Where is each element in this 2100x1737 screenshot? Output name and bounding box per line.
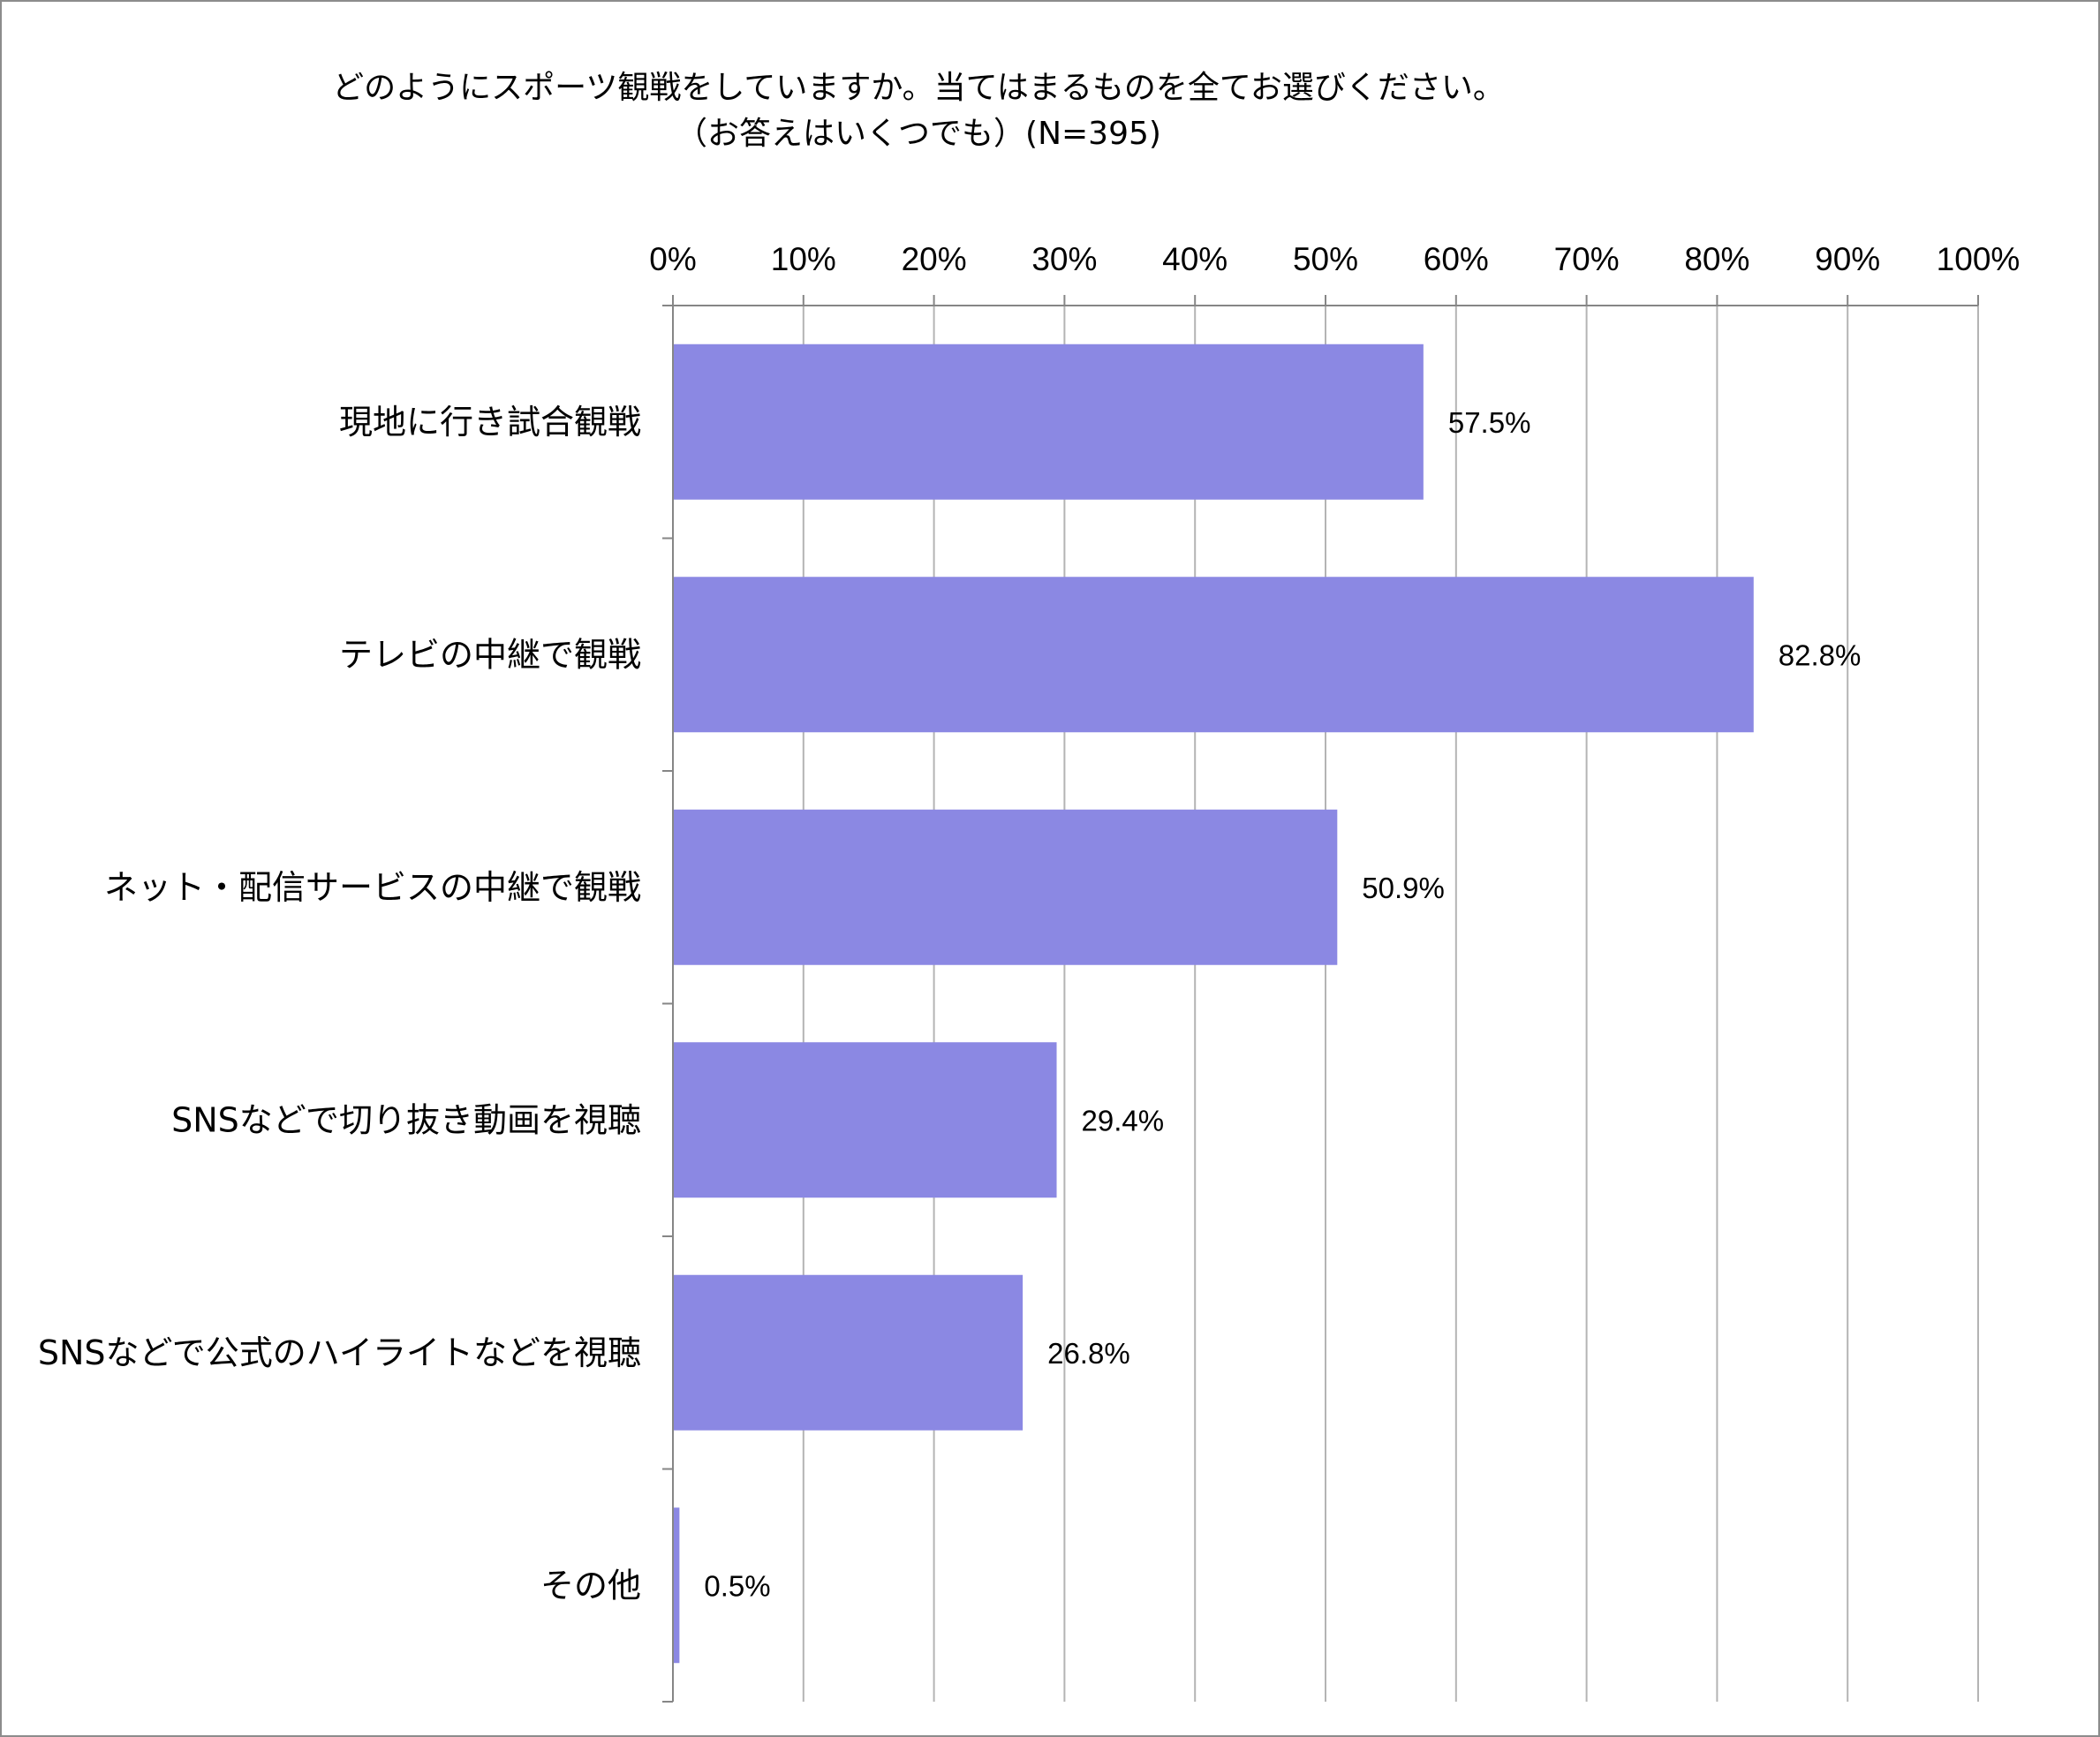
axes	[662, 305, 1978, 1703]
x-tick-label: 0%	[649, 241, 696, 277]
category-label: SNSなどで切り抜き動画を視聴	[171, 1100, 641, 1139]
x-tick-label: 10%	[771, 241, 836, 277]
x-tick-label: 30%	[1031, 241, 1097, 277]
value-label: 82.8%	[1779, 638, 1862, 671]
bar	[673, 344, 1424, 500]
category-label: 現地に行き試合観戦	[339, 403, 641, 442]
x-tick-label: 20%	[902, 241, 967, 277]
value-label: 26.8%	[1047, 1337, 1130, 1370]
gridlines	[802, 306, 1979, 1702]
x-tick-label: 60%	[1424, 241, 1489, 277]
x-tick-label: 100%	[1937, 241, 2021, 277]
chart-title-line1: どのようにスポーツ観戦をしていますか。当てはまるものを全てお選びください。	[332, 70, 1505, 106]
bar	[673, 1274, 1024, 1431]
x-tick-label: 40%	[1162, 241, 1228, 277]
x-tick-label: 90%	[1815, 241, 1880, 277]
bar	[673, 577, 1754, 733]
x-axis-ticks: 0% 10% 20% 30% 40% 50% 60% 70% 80% 90% 100%	[649, 241, 2020, 306]
category-label: その他	[540, 1566, 641, 1605]
value-label: 0.5%	[704, 1569, 770, 1602]
bar	[673, 1042, 1057, 1198]
x-tick-label: 50%	[1293, 241, 1358, 277]
chart-subtitle: （お答えはいくつでも）(N=395)	[676, 116, 1161, 152]
bars	[673, 344, 1754, 1664]
bar	[673, 809, 1338, 965]
category-label: SNSなどで公式のハイライトなどを視聴	[38, 1333, 641, 1372]
x-tick-label: 70%	[1554, 241, 1620, 277]
category-label: テレビの中継で観戦	[339, 635, 641, 674]
value-label: 57.5%	[1448, 406, 1531, 439]
category-label: ネット・配信サービスの中継で観戦	[104, 868, 641, 907]
value-label: 29.4%	[1082, 1104, 1165, 1137]
value-label: 50.9%	[1362, 872, 1445, 904]
value-labels: 57.5% 82.8% 50.9% 29.4% 26.8% 0.5%	[704, 406, 1861, 1603]
bar	[673, 1507, 680, 1664]
chart-title: どのようにスポーツ観戦をしていますか。当てはまるものを全てお選びください。 （お…	[0, 65, 1837, 157]
x-tick-label: 80%	[1684, 241, 1749, 277]
